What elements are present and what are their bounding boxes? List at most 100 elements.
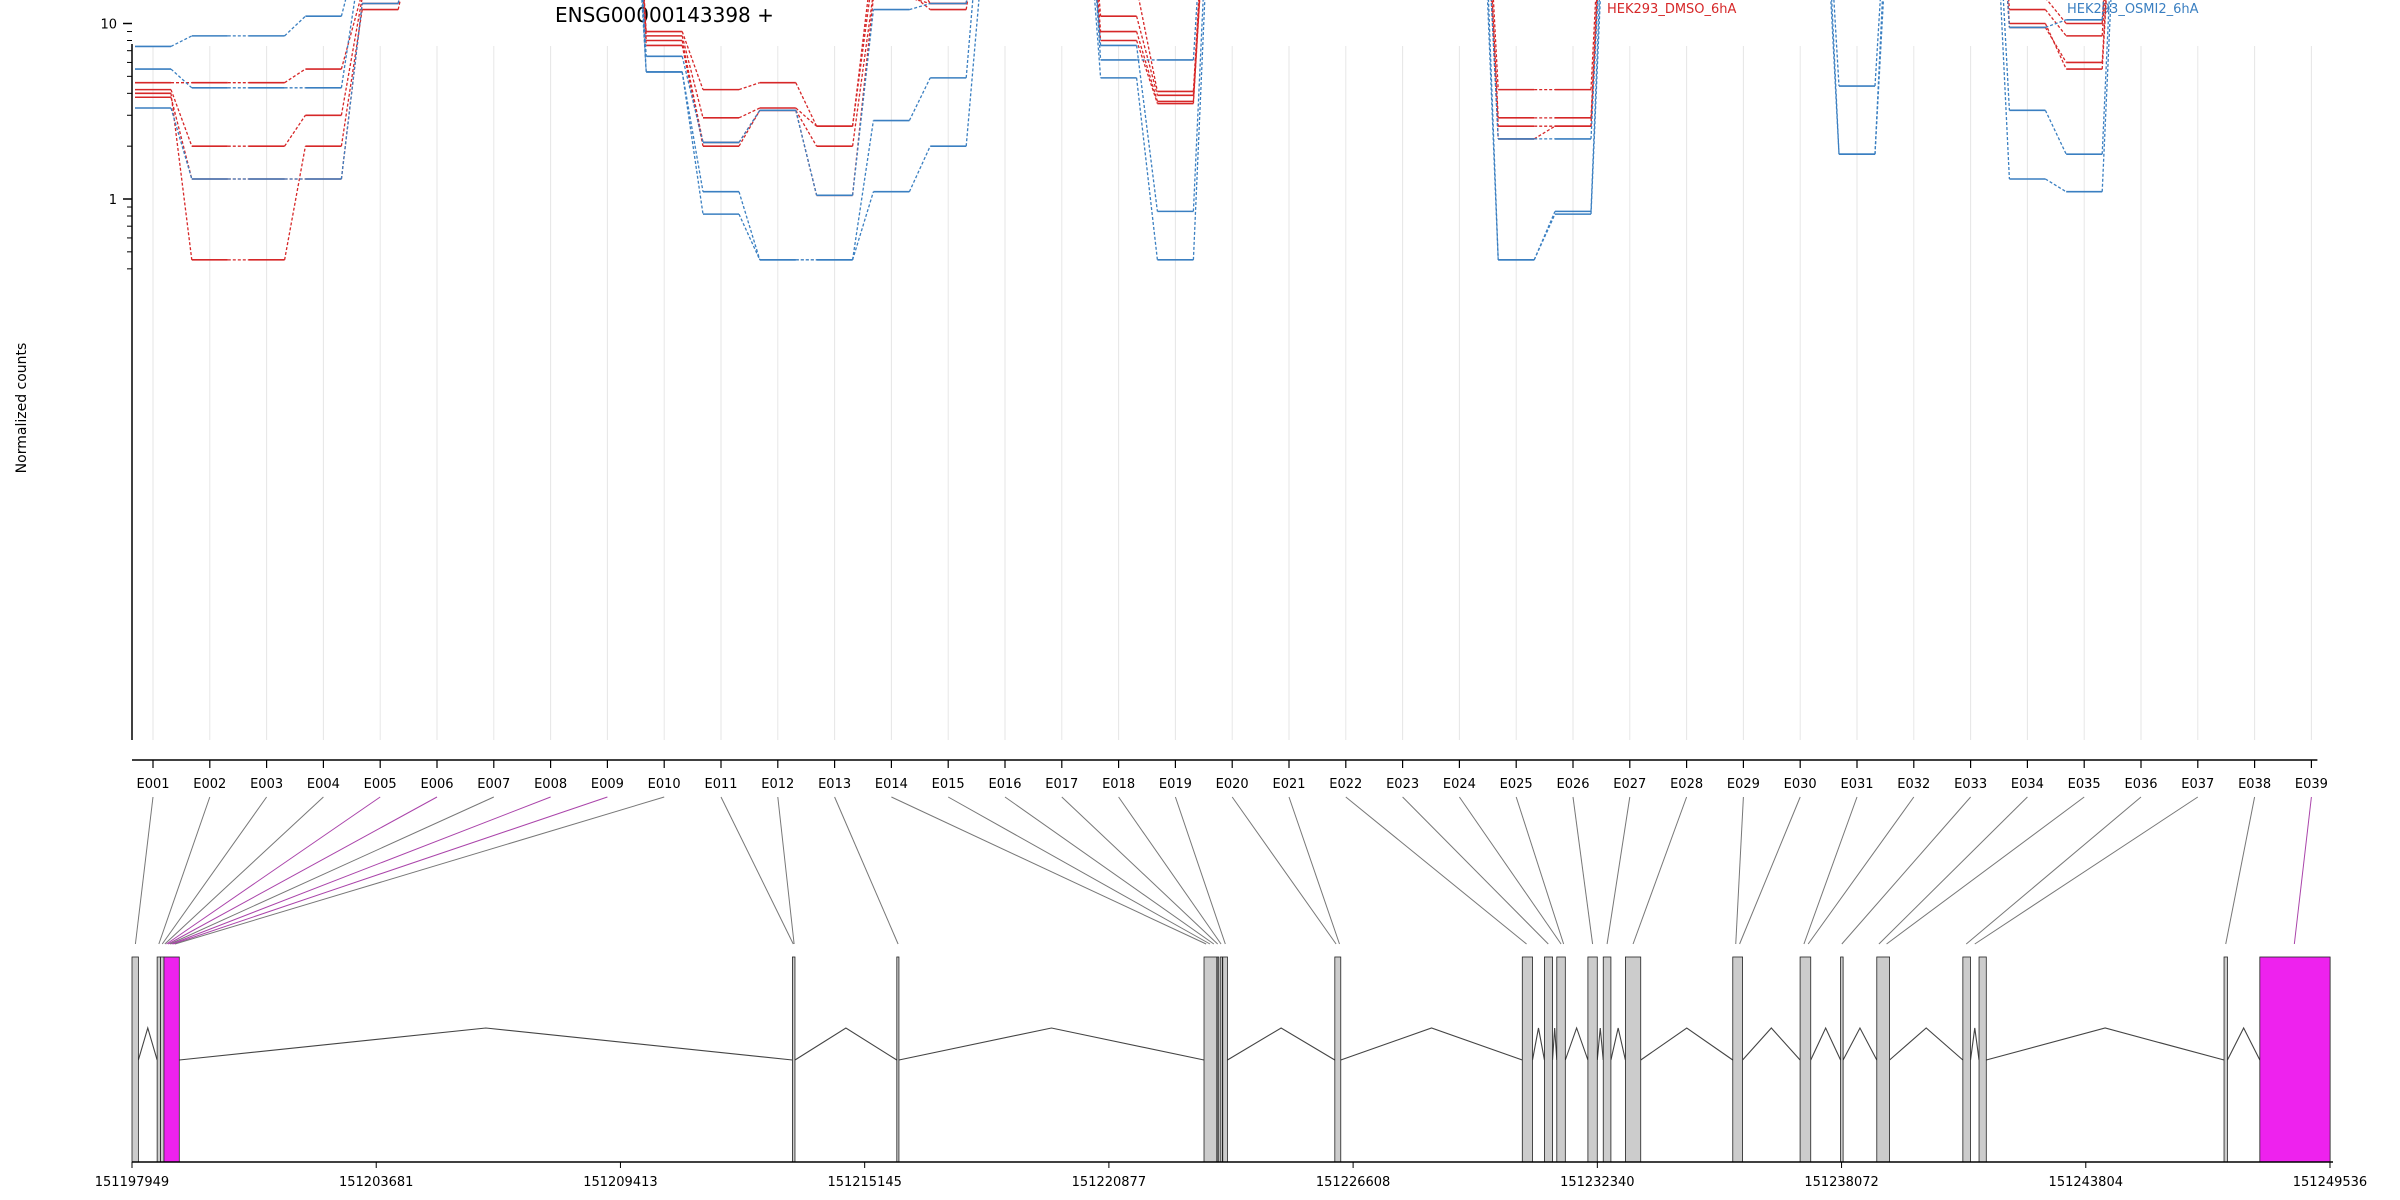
x-tick-label: E024: [1443, 777, 1476, 792]
bin-connector: [1590, 0, 1597, 90]
bin-link: [169, 796, 495, 945]
intron-line: [1969, 1027, 1980, 1061]
bin-connector: [738, 107, 761, 119]
x-tick-label: E035: [2068, 777, 2101, 792]
bin-link: [947, 796, 1211, 945]
bin-connector: [1830, 0, 1840, 155]
x-tick-label: E030: [1784, 777, 1817, 792]
bin-connector: [795, 82, 818, 127]
exon-box: [1978, 956, 1987, 1163]
bin-connector: [681, 35, 704, 119]
x-tick-label: E009: [591, 777, 624, 792]
bin-link: [134, 796, 154, 945]
x-tick-label: E018: [1102, 777, 1135, 792]
bin-connector: [908, 145, 931, 193]
x-tick-label: E027: [1613, 777, 1646, 792]
intron-line: [1227, 1027, 1336, 1061]
bin-connector: [1192, 0, 1206, 260]
legend-dmso: HEK293_DMSO_6hA: [1607, 2, 1737, 17]
exon-box: [1840, 956, 1844, 1163]
x-tick-label: E010: [648, 777, 681, 792]
x-tick-label: E029: [1727, 777, 1760, 792]
bin-connector: [908, 77, 931, 121]
genomic-tick-label: 151238072: [1804, 1175, 1878, 1190]
x-tick-label: E017: [1045, 777, 1078, 792]
bin-connector: [284, 68, 306, 84]
intron-line: [1842, 1026, 1878, 1061]
x-tick-label: E038: [2238, 777, 2271, 792]
bin-connector: [681, 71, 704, 215]
bin-connector: [1192, 0, 1198, 60]
bin-connector: [851, 0, 869, 127]
bin-link: [1841, 796, 1971, 945]
x-tick-label: E011: [704, 777, 737, 792]
exon-box: [160, 956, 165, 1163]
intron-line: [794, 1027, 898, 1061]
exon-box: [1587, 956, 1598, 1163]
bin-connector: [170, 97, 193, 180]
intron-line: [1551, 1027, 1558, 1061]
intron-line: [1596, 1027, 1604, 1061]
exon-box: [1602, 956, 1612, 1163]
bin-connector: [2044, 110, 2067, 155]
bin-connector: [1831, 0, 1840, 155]
x-tick-label: E019: [1159, 777, 1192, 792]
exon-bin-axis: E001 E002 E003 E004 E005 E006 E007 E008 E009 E010…: [132, 759, 2328, 792]
bin-link: [166, 796, 381, 945]
x-tick-label: E034: [2011, 777, 2044, 792]
x-tick-label: E037: [2181, 777, 2214, 792]
x-tick-label: E016: [988, 777, 1021, 792]
bin-link: [1878, 796, 2028, 945]
bin-link: [1606, 796, 1631, 945]
intron-line: [1640, 1027, 1734, 1061]
bin-connector: [851, 120, 875, 260]
genomic-tick-label: 151220877: [1072, 1175, 1146, 1190]
bin-connector: [965, 0, 974, 78]
x-tick-label: E015: [932, 777, 965, 792]
exon-box: [1962, 956, 1971, 1163]
bin-link: [1739, 796, 1801, 945]
genomic-tick-label: 151215145: [827, 1175, 901, 1190]
gene-model-track: [131, 956, 2331, 1163]
series-lines: [135, 0, 2112, 261]
series-line: [135, 0, 2105, 127]
x-tick-label: E039: [2295, 777, 2328, 792]
bin-link: [1345, 796, 1527, 945]
bin-link: [1288, 796, 1340, 945]
x-tick-label: E031: [1840, 777, 1873, 792]
bin-connector: [1135, 77, 1159, 260]
bin-connector: [738, 82, 761, 91]
exon-box: [156, 956, 161, 1163]
bin-link: [1004, 796, 1215, 945]
x-tick-label: E005: [364, 777, 397, 792]
bin-connector: [1138, 0, 1159, 92]
bin-connector: [738, 213, 761, 261]
bin-connector: [1135, 31, 1159, 102]
bin-link: [720, 796, 794, 945]
bin-connector: [909, 2, 931, 11]
x-tick-label: E021: [1272, 777, 1305, 792]
bin-connector: [681, 31, 704, 90]
bin-connector: [1533, 125, 1556, 140]
y-axis-label: Normalized counts: [14, 343, 30, 474]
bin-link: [1231, 796, 1337, 945]
bin-connector: [340, 3, 363, 180]
genomic-coordinate-axis: 151197949 151203681 151209413 151215145 1512…: [95, 1161, 2367, 1190]
bin-connector: [738, 110, 761, 147]
bin-link: [1965, 796, 2142, 945]
intron-line: [898, 1027, 1205, 1061]
exon-box: [1624, 956, 1642, 1163]
bin-link: [1632, 796, 1688, 945]
bin-link: [1458, 796, 1562, 945]
bin-link: [1974, 796, 2199, 945]
bin-connector: [1533, 213, 1556, 261]
genomic-tick-label: 151232340: [1560, 1175, 1634, 1190]
series-line: [135, 0, 2110, 213]
bin-link: [167, 796, 438, 945]
x-tick-label: E006: [420, 777, 453, 792]
intron-line: [1531, 1027, 1545, 1061]
exon-box: [896, 956, 900, 1163]
exon-box: [1876, 956, 1890, 1163]
